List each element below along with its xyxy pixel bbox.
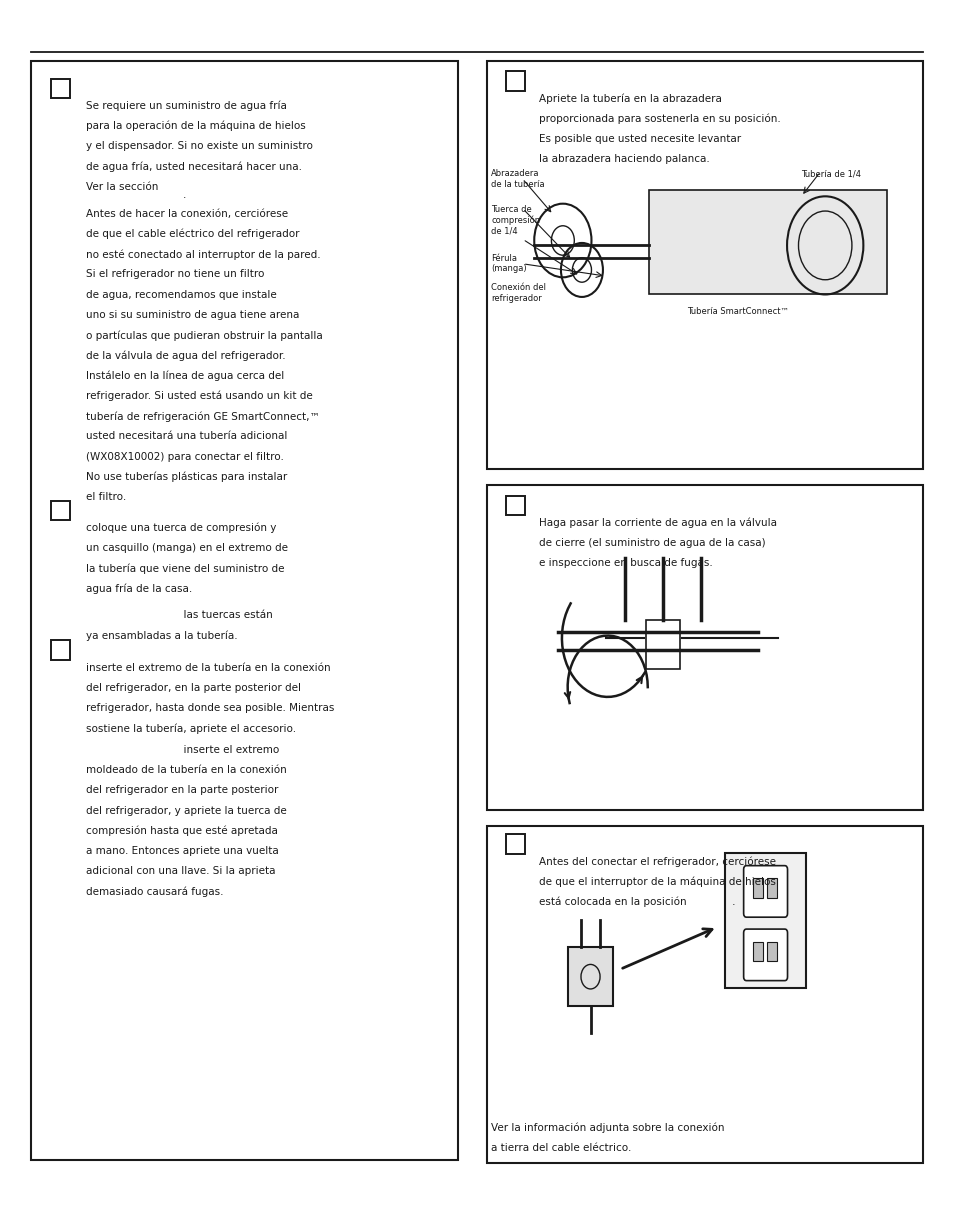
Text: a tierra del cable eléctrico.: a tierra del cable eléctrico. (491, 1144, 631, 1153)
Text: un casquillo (manga) en el extremo de: un casquillo (manga) en el extremo de (86, 542, 288, 553)
Bar (645, 620, 679, 669)
Text: e inspeccione en busca de fugas.: e inspeccione en busca de fugas. (538, 558, 712, 568)
Bar (30, 61, 457, 1160)
Text: No use tuberías plásticas para instalar: No use tuberías plásticas para instalar (86, 472, 287, 482)
Text: inserte el extremo de la tubería en la conexión: inserte el extremo de la tubería en la c… (86, 663, 330, 672)
Text: proporcionada para sostenerla en su posición.: proporcionada para sostenerla en su posi… (538, 114, 780, 124)
Text: las tuercas están: las tuercas están (86, 610, 273, 620)
Text: Es posible que usted necesite levantar: Es posible que usted necesite levantar (538, 134, 740, 144)
Text: refrigerador. Si usted está usando un kit de: refrigerador. Si usted está usando un ki… (86, 390, 313, 401)
Text: moldeado de la tubería en la conexión: moldeado de la tubería en la conexión (86, 766, 286, 775)
FancyBboxPatch shape (743, 929, 787, 980)
Bar (766, 942, 776, 962)
Text: agua fría de la casa.: agua fría de la casa. (86, 584, 192, 594)
Text: del refrigerador, en la parte posterior del: del refrigerador, en la parte posterior … (86, 682, 300, 693)
Text: ya ensambladas a la tubería.: ya ensambladas a la tubería. (86, 631, 237, 640)
Text: uno si su suministro de agua tiene arena: uno si su suministro de agua tiene arena (86, 310, 299, 320)
Text: a mano. Entonces apriete una vuelta: a mano. Entonces apriete una vuelta (86, 847, 278, 856)
Text: (WX08X10002) para conectar el filtro.: (WX08X10002) para conectar el filtro. (86, 452, 283, 461)
Text: Haga pasar la corriente de agua en la válvula: Haga pasar la corriente de agua en la vá… (538, 518, 776, 529)
Bar (51, 79, 70, 98)
Text: Tuerca de
compresión
de 1/4: Tuerca de compresión de 1/4 (491, 205, 539, 236)
Text: y el dispensador. Si no existe un suministro: y el dispensador. Si no existe un sumini… (86, 141, 313, 151)
Text: inserte el extremo: inserte el extremo (86, 745, 279, 755)
Text: de cierre (el suministro de agua de la casa): de cierre (el suministro de agua de la c… (538, 537, 765, 548)
Text: de agua fría, usted necesitará hacer una.: de agua fría, usted necesitará hacer una… (86, 162, 301, 172)
Text: Se requiere un suministro de agua fría: Se requiere un suministro de agua fría (86, 101, 287, 112)
Text: está colocada en la posición              .: está colocada en la posición . (538, 897, 735, 908)
Text: refrigerador, hasta donde sea posible. Mientras: refrigerador, hasta donde sea posible. M… (86, 703, 334, 713)
Text: Antes de hacer la conexión, cerciórese: Antes de hacer la conexión, cerciórese (86, 209, 288, 218)
Text: la abrazadera haciendo palanca.: la abrazadera haciendo palanca. (538, 153, 709, 164)
Text: coloque una tuerca de compresión y: coloque una tuerca de compresión y (86, 523, 276, 534)
Bar (648, 190, 886, 294)
Text: Tubería SmartConnect™: Tubería SmartConnect™ (686, 307, 788, 315)
Text: de que el cable eléctrico del refrigerador: de que el cable eléctrico del refrigerad… (86, 229, 299, 239)
Bar (486, 61, 923, 469)
Text: Ver la sección: Ver la sección (86, 182, 158, 191)
Text: Tubería de 1/4: Tubería de 1/4 (801, 169, 861, 178)
Bar (51, 501, 70, 520)
Text: Férula
(manga): Férula (manga) (491, 254, 526, 274)
Bar (486, 826, 923, 1163)
Text: de la válvula de agua del refrigerador.: de la válvula de agua del refrigerador. (86, 351, 285, 361)
Text: o partículas que pudieran obstruir la pantalla: o partículas que pudieran obstruir la pa… (86, 330, 322, 341)
Bar (766, 879, 776, 898)
FancyBboxPatch shape (743, 866, 787, 918)
Bar (567, 947, 613, 1006)
Bar (752, 879, 761, 898)
Bar (505, 834, 524, 854)
Text: Instálelo en la línea de agua cerca del: Instálelo en la línea de agua cerca del (86, 371, 284, 382)
Bar (486, 485, 923, 810)
Text: sostiene la tubería, apriete el accesorio.: sostiene la tubería, apriete el accesori… (86, 723, 295, 734)
Bar (505, 71, 524, 91)
Text: .: . (183, 190, 187, 200)
Bar (752, 942, 761, 962)
Text: no esté conectado al interruptor de la pared.: no esté conectado al interruptor de la p… (86, 249, 320, 260)
Bar (51, 640, 70, 660)
Text: Ver la información adjunta sobre la conexión: Ver la información adjunta sobre la cone… (491, 1123, 724, 1134)
Text: del refrigerador, y apriete la tuerca de: del refrigerador, y apriete la tuerca de (86, 805, 286, 816)
Text: adicional con una llave. Si la aprieta: adicional con una llave. Si la aprieta (86, 866, 275, 876)
Text: de agua, recomendamos que instale: de agua, recomendamos que instale (86, 290, 276, 299)
Text: la tubería que viene del suministro de: la tubería que viene del suministro de (86, 563, 284, 574)
Text: para la operación de la máquina de hielos: para la operación de la máquina de hielo… (86, 120, 305, 131)
Bar (505, 496, 524, 515)
Text: compresión hasta que esté apretada: compresión hasta que esté apretada (86, 826, 277, 837)
Text: Apriete la tubería en la abrazadera: Apriete la tubería en la abrazadera (538, 93, 721, 104)
Text: Antes del conectar el refrigerador, cerciórese: Antes del conectar el refrigerador, cerc… (538, 856, 775, 867)
Text: de que el interruptor de la máquina de hielos: de que el interruptor de la máquina de h… (538, 876, 775, 887)
Text: tubería de refrigeración GE SmartConnect,™: tubería de refrigeración GE SmartConnect… (86, 411, 319, 422)
Text: Conexión del
refrigerador: Conexión del refrigerador (491, 283, 546, 303)
Text: Abrazadera
de la tubería: Abrazadera de la tubería (491, 169, 544, 189)
Text: Si el refrigerador no tiene un filtro: Si el refrigerador no tiene un filtro (86, 270, 264, 280)
Text: del refrigerador en la parte posterior: del refrigerador en la parte posterior (86, 785, 278, 795)
Text: el filtro.: el filtro. (86, 492, 126, 502)
Text: demasiado causará fugas.: demasiado causará fugas. (86, 886, 223, 897)
Bar (724, 853, 805, 988)
Text: usted necesitará una tubería adicional: usted necesitará una tubería adicional (86, 432, 287, 442)
